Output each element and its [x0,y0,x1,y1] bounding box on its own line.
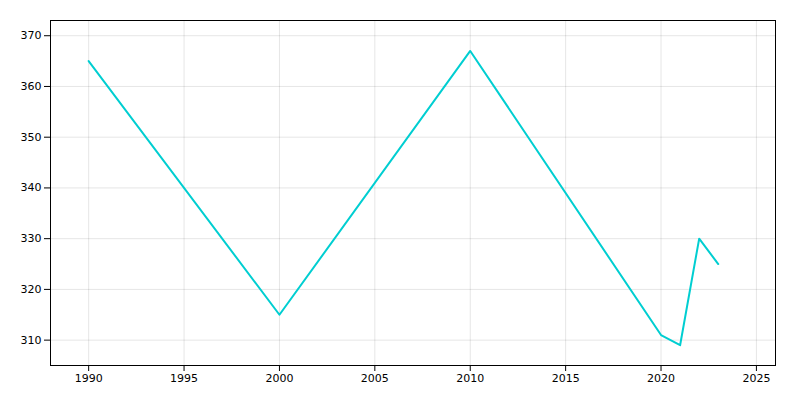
svg-text:2020: 2020 [647,372,675,385]
svg-text:1995: 1995 [170,372,198,385]
svg-text:1990: 1990 [75,372,103,385]
svg-text:2015: 2015 [552,372,580,385]
svg-text:370: 370 [21,29,42,42]
svg-text:2005: 2005 [361,372,389,385]
svg-text:2025: 2025 [742,372,770,385]
svg-text:340: 340 [21,181,42,194]
svg-text:310: 310 [21,334,42,347]
svg-text:2000: 2000 [265,372,293,385]
svg-text:320: 320 [21,283,42,296]
svg-text:330: 330 [21,232,42,245]
svg-text:360: 360 [21,80,42,93]
svg-text:2010: 2010 [456,372,484,385]
svg-text:350: 350 [21,131,42,144]
